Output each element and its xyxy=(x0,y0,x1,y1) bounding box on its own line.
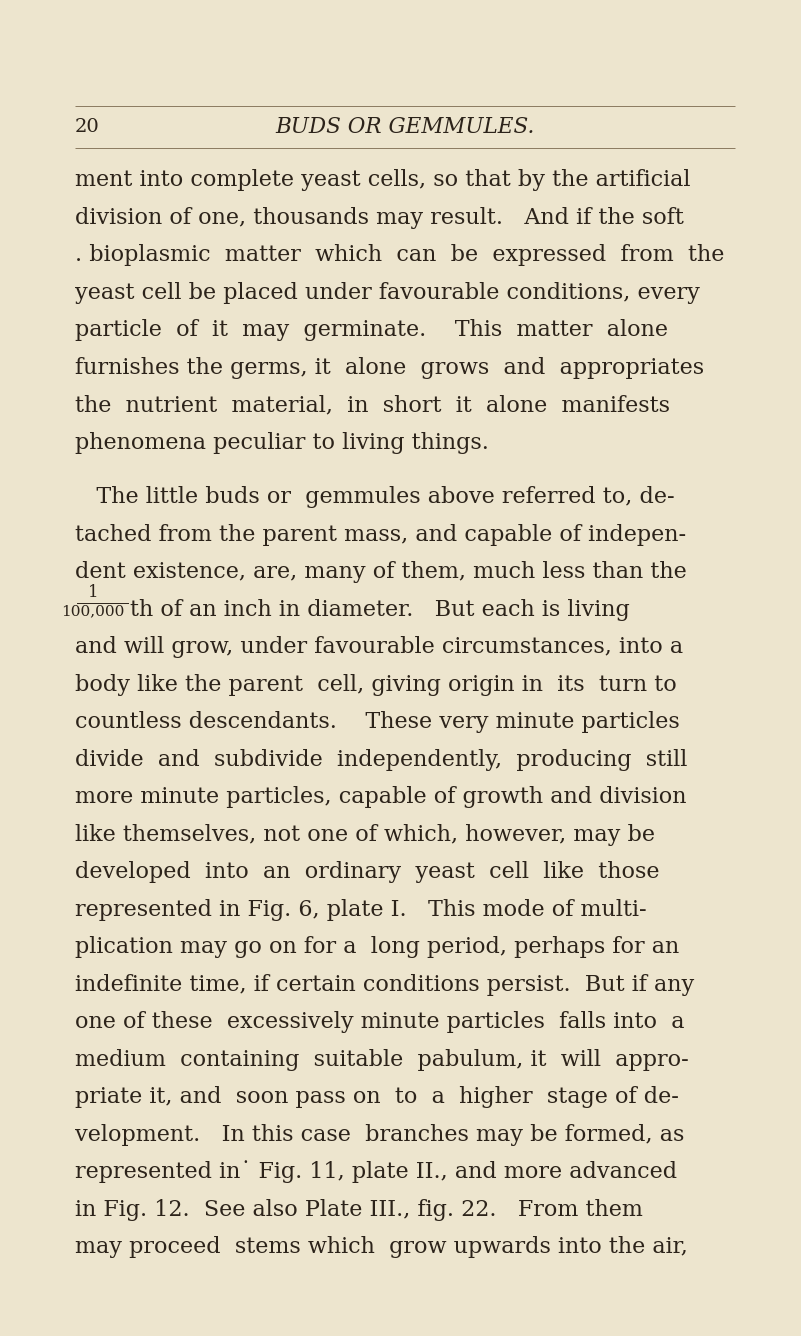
Text: one of these  excessively minute particles  falls into  a: one of these excessively minute particle… xyxy=(75,1011,685,1033)
Text: ment into complete yeast cells, so that by the artificial: ment into complete yeast cells, so that … xyxy=(75,170,690,191)
Text: developed  into  an  ordinary  yeast  cell  like  those: developed into an ordinary yeast cell li… xyxy=(75,860,659,883)
Text: medium  containing  suitable  pabulum, it  will  appro-: medium containing suitable pabulum, it w… xyxy=(75,1049,689,1070)
Text: 100,000: 100,000 xyxy=(62,604,125,619)
Text: 20: 20 xyxy=(75,118,100,136)
Text: and will grow, under favourable circumstances, into a: and will grow, under favourable circumst… xyxy=(75,636,683,659)
Text: particle  of  it  may  germinate.    This  matter  alone: particle of it may germinate. This matte… xyxy=(75,319,668,341)
Text: tached from the parent mass, and capable of indepen-: tached from the parent mass, and capable… xyxy=(75,524,686,545)
Text: The little buds or  gemmules above referred to, de-: The little buds or gemmules above referr… xyxy=(75,486,674,508)
Text: in Fig. 12.  See also Plate III., fig. 22.   From them: in Fig. 12. See also Plate III., fig. 22… xyxy=(75,1198,643,1221)
Text: divide  and  subdivide  independently,  producing  still: divide and subdivide independently, prod… xyxy=(75,748,687,771)
Text: represented in Fig. 6, plate I.   This mode of multi-: represented in Fig. 6, plate I. This mod… xyxy=(75,899,646,921)
Text: represented in˙ Fig. 11, plate II., and more advanced: represented in˙ Fig. 11, plate II., and … xyxy=(75,1161,677,1184)
Text: velopment.   In this case  branches may be formed, as: velopment. In this case branches may be … xyxy=(75,1124,684,1145)
Text: priate it, and  soon pass on  to  a  higher  stage of de-: priate it, and soon pass on to a higher … xyxy=(75,1086,679,1108)
Text: more minute particles, capable of growth and division: more minute particles, capable of growth… xyxy=(75,786,686,808)
Text: th of an inch in diameter.   But each is living: th of an inch in diameter. But each is l… xyxy=(130,599,630,620)
Text: . bioplasmic  matter  which  can  be  expressed  from  the: . bioplasmic matter which can be express… xyxy=(75,244,724,266)
Text: may proceed  stems which  grow upwards into the air,: may proceed stems which grow upwards int… xyxy=(75,1236,688,1259)
Text: indefinite time, if certain conditions persist.  But if any: indefinite time, if certain conditions p… xyxy=(75,974,694,995)
Text: body like the parent  cell, giving origin in  its  turn to: body like the parent cell, giving origin… xyxy=(75,673,677,696)
Text: 1: 1 xyxy=(87,584,99,601)
Text: the  nutrient  material,  in  short  it  alone  manifests: the nutrient material, in short it alone… xyxy=(75,394,670,417)
Text: countless descendants.    These very minute particles: countless descendants. These very minute… xyxy=(75,711,680,733)
Text: plication may go on for a  long period, perhaps for an: plication may go on for a long period, p… xyxy=(75,937,679,958)
Text: dent existence, are, many of them, much less than the: dent existence, are, many of them, much … xyxy=(75,561,686,582)
Text: yeast cell be placed under favourable conditions, every: yeast cell be placed under favourable co… xyxy=(75,282,700,303)
Text: like themselves, not one of which, however, may be: like themselves, not one of which, howev… xyxy=(75,823,655,846)
Text: furnishes the germs, it  alone  grows  and  appropriates: furnishes the germs, it alone grows and … xyxy=(75,357,704,378)
Text: BUDS OR GEMMULES.: BUDS OR GEMMULES. xyxy=(276,116,535,138)
Text: division of one, thousands may result.   And if the soft: division of one, thousands may result. A… xyxy=(75,207,684,228)
Text: phenomena peculiar to living things.: phenomena peculiar to living things. xyxy=(75,432,489,454)
